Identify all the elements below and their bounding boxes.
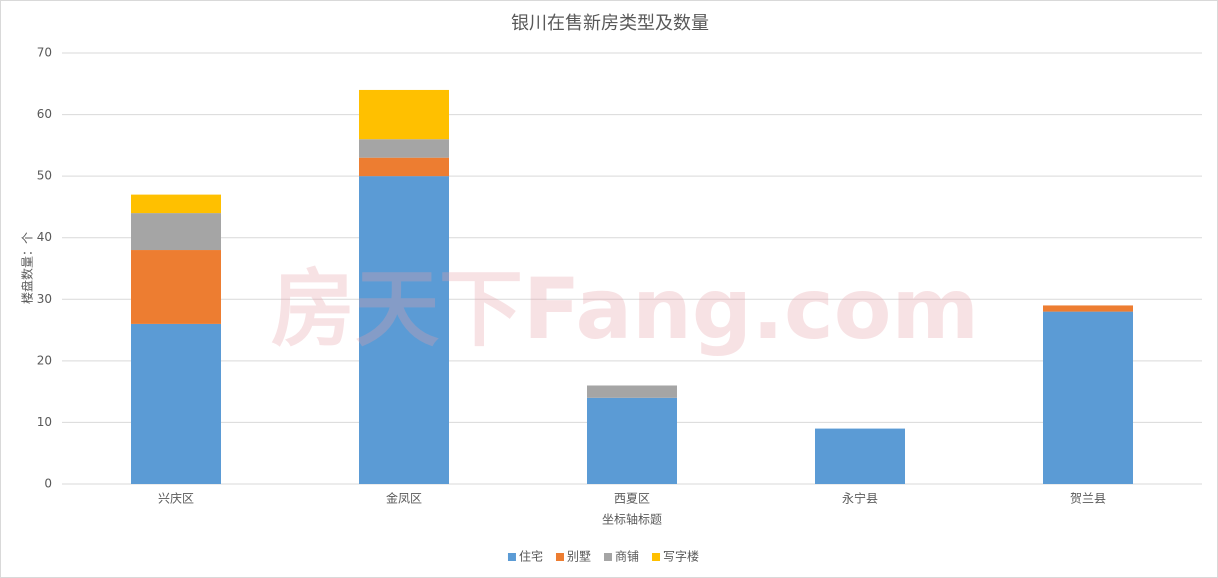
y-tick-label: 50 — [37, 169, 52, 183]
bar-segment — [815, 428, 905, 484]
legend-swatch — [507, 553, 516, 561]
x-axis-title: 坐标轴标题 — [602, 512, 662, 527]
legend-swatch — [555, 553, 564, 561]
legend-label: 商铺 — [615, 549, 639, 564]
legend-label: 住宅 — [519, 549, 543, 564]
x-tick-label: 金凤区 — [386, 491, 422, 506]
bar-segment — [587, 385, 677, 398]
bar-segment — [1043, 311, 1133, 484]
bar-segment — [131, 213, 221, 251]
bar-segment — [359, 89, 449, 140]
legend-swatch — [604, 553, 612, 561]
y-axis-title: 楼盘数量：个 — [20, 232, 35, 304]
legend-label: 别墅 — [567, 550, 591, 564]
y-tick-label: 10 — [37, 415, 52, 429]
legend-label: 写字楼 — [663, 549, 699, 564]
x-tick-label: 永宁县 — [842, 491, 878, 506]
bar-segment — [131, 323, 221, 484]
bar-segment — [131, 194, 221, 214]
bar-segment — [359, 157, 449, 177]
bar-segment — [1043, 305, 1133, 312]
y-tick-label: 20 — [37, 353, 52, 367]
y-tick-label: 60 — [37, 107, 52, 121]
bar-segment — [587, 397, 677, 484]
bar-segment — [359, 139, 449, 158]
x-tick-label: 贺兰县 — [1070, 492, 1106, 506]
y-tick-label: 30 — [37, 292, 52, 306]
watermark: 房天下Fang.com — [271, 260, 979, 358]
x-tick-label: 兴庆区 — [158, 492, 194, 506]
y-tick-label: 40 — [37, 230, 52, 244]
legend-swatch — [652, 553, 661, 561]
y-tick-label: 70 — [37, 46, 52, 60]
y-tick-label: 0 — [44, 477, 52, 491]
x-tick-label: 西夏区 — [614, 492, 650, 506]
chart-title: 银川在售新房类型及数量 — [511, 13, 709, 34]
bar-segment — [359, 176, 449, 484]
bar-segment — [131, 250, 221, 324]
